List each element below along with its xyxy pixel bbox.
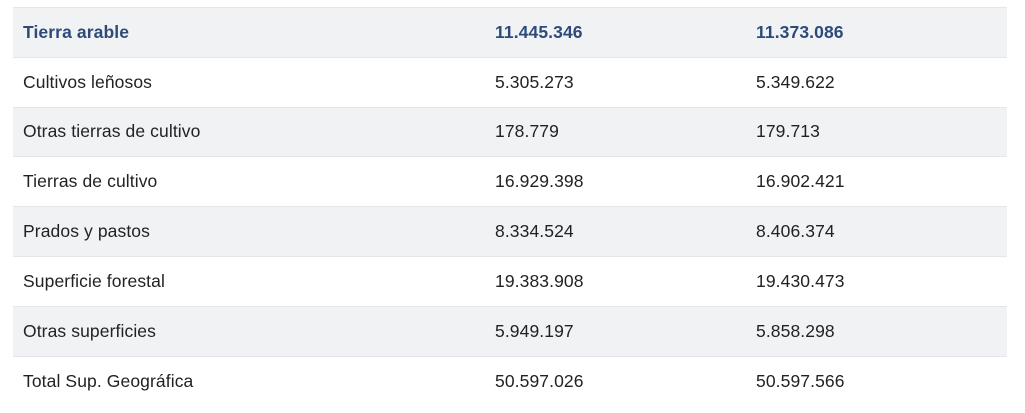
row-label: Cultivos leñosos [23,71,153,92]
table-row: Tierra arable 11.445.346 11.373.086 [13,7,1007,58]
row-value-1: 16.929.398 [495,171,584,192]
row-value-1: 5.305.273 [495,71,574,92]
row-value-2: 50.597.566 [756,370,845,391]
land-use-table: Tierra arable 11.445.346 11.373.086 Cult… [13,7,1007,406]
row-value-2: 11.373.086 [756,21,844,42]
table-row: Prados y pastos 8.334.524 8.406.374 [13,206,1007,257]
row-value-1: 11.445.346 [495,21,583,42]
land-use-table-container: Tierra arable 11.445.346 11.373.086 Cult… [13,7,1007,406]
row-label: Prados y pastos [23,221,150,242]
row-label: Tierra arable [23,21,130,42]
table-row: Superficie forestal 19.383.908 19.430.47… [13,256,1007,307]
row-value-1: 8.334.524 [495,221,574,242]
row-label: Total Sup. Geográfica [23,370,194,391]
table-row: Total Sup. Geográfica 50.597.026 50.597.… [13,356,1007,406]
row-value-2: 8.406.374 [756,221,835,242]
row-value-2: 179.713 [756,121,820,142]
table-row: Cultivos leñosos 5.305.273 5.349.622 [13,57,1007,108]
table-row: Otras superficies 5.949.197 5.858.298 [13,306,1007,357]
table-row: Otras tierras de cultivo 178.779 179.713 [13,107,1007,157]
row-value-1: 178.779 [495,121,559,142]
row-value-1: 5.949.197 [495,320,574,341]
row-value-2: 5.349.622 [756,71,835,92]
table-row: Tierras de cultivo 16.929.398 16.902.421 [13,156,1007,207]
row-value-2: 19.430.473 [756,270,845,291]
row-value-2: 5.858.298 [756,320,835,341]
row-label: Tierras de cultivo [23,171,158,192]
row-value-1: 50.597.026 [495,370,584,391]
row-label: Otras superficies [23,320,156,341]
row-label: Otras tierras de cultivo [23,121,201,142]
row-value-1: 19.383.908 [495,270,584,291]
row-value-2: 16.902.421 [756,171,845,192]
row-label: Superficie forestal [23,270,165,291]
